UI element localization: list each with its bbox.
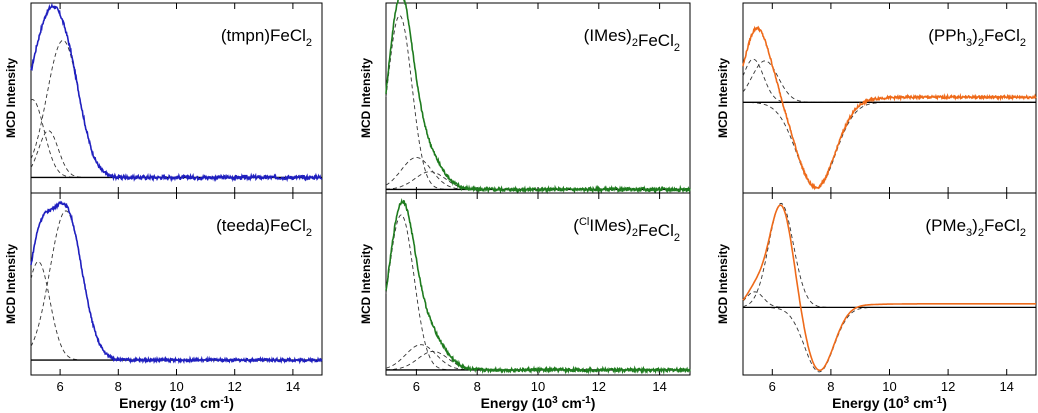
mcd-spectrum-line	[742, 25, 1037, 191]
gaussian-component-3	[743, 306, 1036, 373]
y-axis-label: MCD Intensity	[716, 244, 730, 324]
gaussian-component-3	[386, 350, 690, 371]
panel-6: (PMe3)2FeCl2 MCD Intensity 6 8 10 12 14 Energy …	[716, 192, 1037, 411]
x-tick-label: 8	[115, 379, 122, 394]
panel-label: (teeda)FeCl2	[216, 216, 312, 239]
x-tick-label: 6	[413, 379, 420, 394]
panel-1: (tmpn)FeCl2 MCD Intensity	[4, 2, 323, 194]
gaussian-component-2	[30, 130, 322, 178]
panel-label: (PMe3)2FeCl2	[925, 216, 1026, 239]
mcd-spectrum-line	[30, 2, 323, 183]
y-axis-label: MCD Intensity	[4, 244, 18, 324]
gaussian-component-2	[385, 157, 690, 190]
y-axis-label: MCD Intensity	[4, 58, 18, 138]
x-tick-label: 12	[941, 379, 955, 394]
x-tick-label: 10	[882, 379, 896, 394]
mcd-spectrum-line	[385, 0, 691, 195]
panel-label: (PPh3)2FeCl2	[928, 26, 1026, 49]
mcd-spectrum-line	[742, 204, 1036, 372]
x-tick-label: 8	[827, 379, 834, 394]
x-tick-label: 14	[286, 379, 300, 394]
panel-3: (PPh3)2FeCl2 MCD Intensity	[716, 2, 1037, 194]
gaussian-component-2	[385, 344, 690, 371]
x-tick-label: 14	[999, 379, 1013, 394]
y-axis-label: MCD Intensity	[716, 58, 730, 138]
x-tick-label: 10	[531, 379, 545, 394]
x-axis-label: Energy (103 cm-1)	[119, 395, 234, 411]
panel-label: (IMes)2FeCl2	[584, 26, 680, 54]
panel-4: (teeda)FeCl2 MCD Intensity 6 8 10 12 14 Energy …	[4, 192, 323, 411]
x-tick-label: 6	[56, 379, 63, 394]
x-tick-label: 12	[592, 379, 606, 394]
x-tick-label: 6	[769, 379, 776, 394]
y-axis-label: MCD Intensity	[359, 244, 373, 324]
panel-2: (IMes)2FeCl2 MCD Intensity	[359, 0, 691, 195]
x-tick-label: 8	[474, 379, 481, 394]
gaussian-component-1	[742, 291, 1036, 308]
gaussian-component-3	[30, 39, 322, 178]
mcd-spectrum-line	[30, 200, 323, 365]
mcd-spectrum-line	[385, 198, 691, 375]
panel-label: (ClIMes)2FeCl2	[573, 216, 680, 244]
x-axis-label: Energy (103 cm-1)	[481, 395, 596, 411]
x-tick-label: 14	[652, 379, 666, 394]
x-axis-label: Energy (103 cm-1)	[832, 395, 947, 411]
panel-5: (ClIMes)2FeCl2 MCD Intensity 6 8 10 12 14 Energ…	[359, 192, 691, 411]
y-axis-label: MCD Intensity	[359, 58, 373, 138]
x-tick-label: 12	[227, 379, 241, 394]
x-tick-label: 10	[169, 379, 183, 394]
gaussian-component-1	[30, 99, 322, 178]
gaussian-component-1	[30, 261, 322, 361]
panel-label: (tmpn)FeCl2	[221, 26, 312, 49]
